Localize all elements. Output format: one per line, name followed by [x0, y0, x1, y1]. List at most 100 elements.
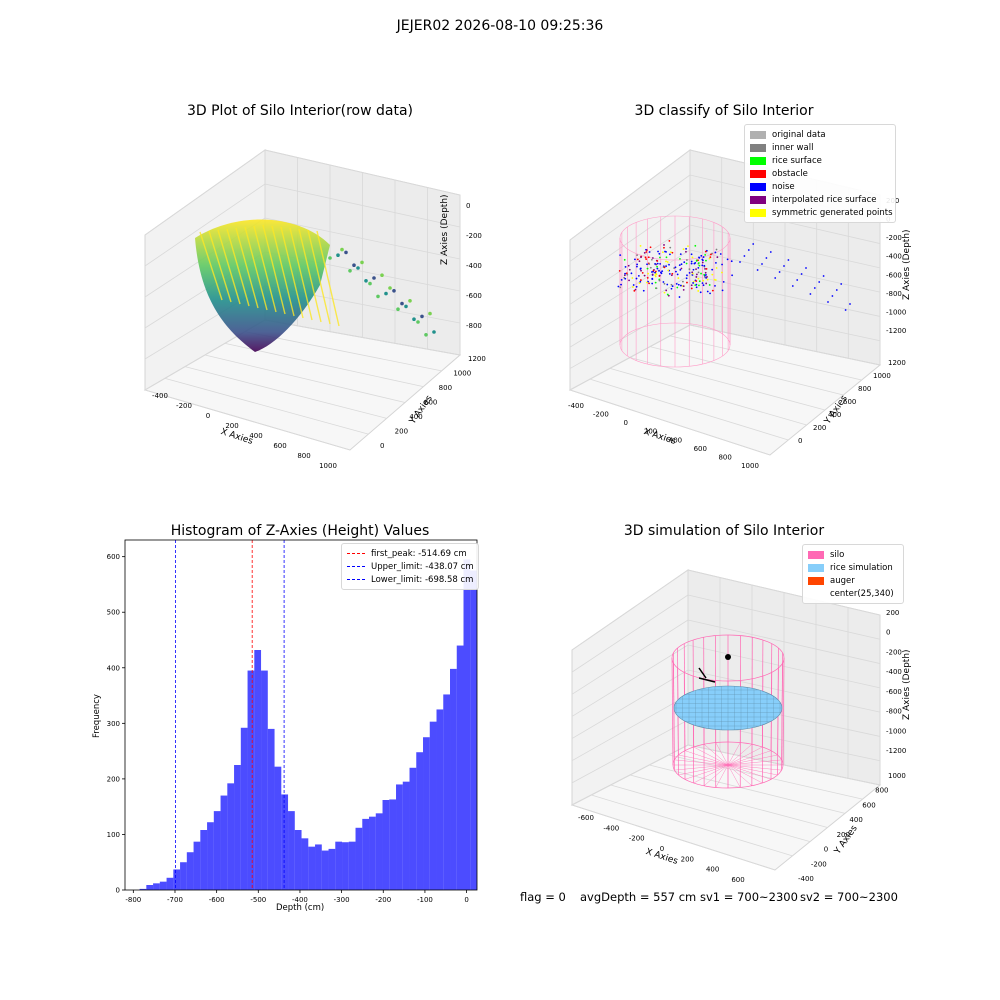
panel2-legend-label: inner wall [772, 142, 814, 153]
panel2-classified-point [648, 251, 651, 253]
panel2-classified-point [635, 277, 638, 280]
panel4-legend-label: auger [830, 575, 855, 586]
panel2-noise-point [761, 263, 763, 265]
histogram-bar [409, 767, 417, 890]
panel2-classified-point [705, 268, 708, 270]
panel2-classified-point [695, 286, 698, 289]
panel1-ztick-tick-2: -400 [466, 262, 482, 270]
panel2-classified-point [620, 278, 623, 281]
panel4-legend-entry-2: auger [808, 574, 898, 587]
panel2-noise-point [827, 301, 829, 303]
panel2-3d-plot: -400-20002004006008001000020040060080010… [568, 149, 906, 470]
panel2-ytick-tick-2: 400 [828, 411, 841, 419]
panel1-outlier-point [340, 247, 344, 252]
histogram-bar [166, 877, 174, 890]
panel2-classified-point [663, 291, 666, 294]
panel2-classified-point [671, 251, 674, 254]
panel2-classified-point [702, 279, 705, 282]
panel2-classified-point [711, 289, 714, 292]
panel2-xtick-tick-3: 200 [644, 428, 657, 436]
panel4-ztick-tick-1: 0 [886, 629, 890, 637]
panel3-legend-label: Upper_limit: -438.07 cm [371, 561, 474, 572]
panel2-legend-entry-5: interpolated rice surface [750, 193, 890, 206]
panel2-classified-point [644, 256, 647, 259]
panel1-outlier-point [372, 276, 376, 280]
panel2-noise-point [822, 275, 825, 277]
panel2-classified-point [687, 245, 689, 248]
panel2-classified-point [701, 264, 704, 267]
histogram-bar [146, 885, 154, 890]
panel2-classified-point [636, 258, 639, 261]
panel2-classified-point [655, 287, 658, 290]
panel2-legend-swatch [750, 195, 766, 204]
panel2-classified-point [706, 290, 709, 293]
panel2-classified-point [698, 257, 701, 259]
panel2-classified-point [628, 279, 630, 282]
panel2-classified-point [623, 258, 626, 261]
panel1-ytick-tick-2: 400 [409, 413, 422, 421]
panel2-classified-point [646, 276, 649, 279]
panel2-classified-point [625, 272, 628, 275]
panel2-classified-point [651, 282, 654, 285]
panel2-classified-point [703, 264, 706, 267]
panel2-legend-swatch [750, 208, 766, 217]
panel2-classified-point [656, 262, 659, 265]
panel2-classified-point [655, 273, 658, 276]
panel2-legend-entry-0: original data [750, 128, 890, 141]
panel1-xtick-tick-7: 1000 [319, 462, 337, 470]
panel2-classified-point [649, 246, 652, 249]
panel2-classified-point [698, 284, 700, 287]
panel2-classified-point [624, 277, 627, 280]
panel2-noise-point [796, 279, 799, 281]
panel2-classified-point [711, 268, 714, 271]
panel2-classified-point [639, 267, 642, 270]
panel2-classified-point [650, 271, 653, 273]
panel2-classified-point [700, 254, 703, 257]
panel1-zlabel: Z Axies (Depth) [440, 194, 450, 265]
panel2-legend-entry-3: obstacle [750, 167, 890, 180]
panel1-3d-plot: -400-20002004006008001000020040060080010… [143, 149, 486, 470]
histogram-bar [153, 883, 160, 890]
panel2-legend-label: obstacle [772, 168, 808, 179]
histogram-bar [234, 765, 241, 890]
panel2-classified-point [638, 260, 641, 263]
panel2-classified-point [714, 279, 717, 281]
footer-avg-depth: avgDepth = 557 cm [580, 890, 697, 904]
panel2-classified-point [714, 251, 717, 254]
panel2-classified-point [698, 280, 701, 283]
panel2-classified-point [663, 266, 666, 269]
panel2-classified-point [721, 289, 724, 292]
panel2-classified-point [646, 281, 648, 284]
panel2-classified-point [705, 282, 708, 285]
panel2-classified-point [661, 270, 664, 273]
panel2-classified-point [698, 264, 701, 267]
histogram-xtick-label: -600 [209, 896, 225, 904]
panel2-classified-point [715, 267, 718, 269]
panel2-classified-point [697, 277, 700, 280]
panel2-classified-point [670, 287, 673, 290]
histogram-bar [369, 816, 376, 890]
panel2-classified-point [670, 274, 673, 277]
panel4-xtick-tick-2: -200 [629, 835, 645, 843]
panel3-legend-entry-0: first_peak: -514.69 cm [347, 547, 473, 560]
panel1-outlier-point [356, 266, 360, 270]
panel2-classified-point [667, 269, 670, 272]
panel2-xtick-tick-4: 400 [669, 436, 682, 444]
panel2-classified-point [636, 254, 638, 256]
panel2-classified-point [694, 284, 697, 287]
panel1-outlier-point [424, 333, 428, 337]
panel2-classified-point [679, 253, 682, 256]
panel4-ytick-tick-2: 0 [824, 846, 828, 854]
panel2-classified-point [646, 267, 649, 270]
panel1-ztick-tick-1: -200 [466, 232, 482, 240]
histogram-xtick-label: -100 [417, 896, 433, 904]
panel2-ytick-tick-0: 0 [798, 437, 802, 445]
histogram-bar [301, 838, 309, 890]
panel2-noise-point [739, 261, 741, 263]
panel2-classified-point [677, 283, 680, 286]
panel1-outlier-point [380, 273, 384, 278]
panel2-classified-point [648, 282, 650, 285]
panel2-classified-point [704, 267, 706, 270]
panel2-classified-point [666, 293, 669, 296]
panel2-classified-point [697, 267, 700, 269]
